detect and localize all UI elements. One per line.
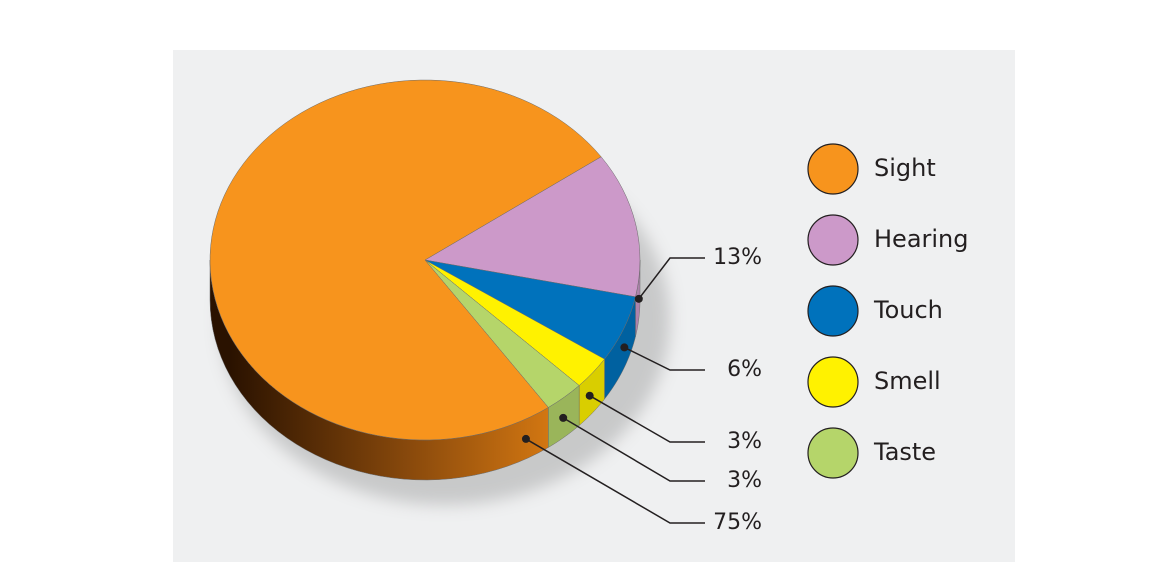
- legend-swatch: [807, 214, 859, 266]
- leader-line: [525, 438, 705, 524]
- slice: [209, 79, 602, 441]
- value-label: 3%: [727, 468, 762, 493]
- legend-swatch: [807, 356, 859, 408]
- leader-dot: [521, 434, 530, 443]
- leader-line: [562, 417, 705, 482]
- value-label: 6%: [727, 357, 762, 382]
- legend-label: Taste: [873, 438, 936, 466]
- value-label: 13%: [713, 245, 762, 270]
- slice: [424, 156, 641, 298]
- leader-dot: [559, 413, 568, 422]
- legend-label: Hearing: [874, 225, 969, 253]
- value-label: 3%: [727, 429, 762, 454]
- leader-line: [624, 346, 705, 371]
- leader-dot: [585, 391, 594, 400]
- leader-dot: [634, 294, 643, 303]
- leader-line: [589, 395, 705, 443]
- leader-dot: [620, 343, 629, 352]
- legend-label: Smell: [874, 367, 941, 395]
- leader-line: [638, 257, 705, 300]
- legend-label: Sight: [874, 154, 936, 182]
- legend-swatch: [807, 285, 859, 337]
- legend-label: Touch: [873, 296, 943, 324]
- value-label: 75%: [713, 510, 762, 535]
- legend-swatch: [807, 143, 859, 195]
- legend-swatch: [807, 427, 859, 479]
